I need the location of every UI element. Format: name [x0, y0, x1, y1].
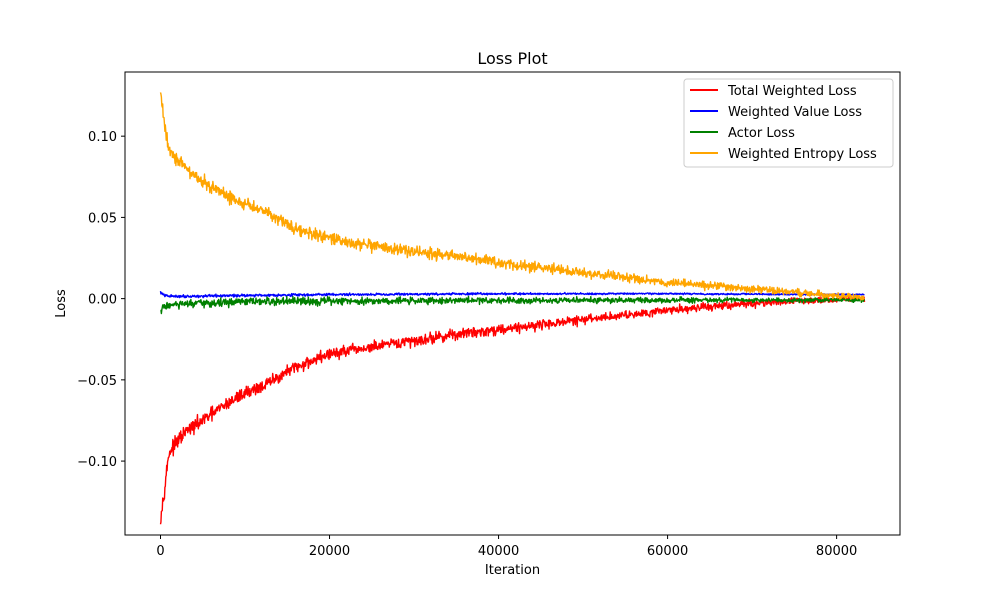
y-tick-label: 0.00: [88, 293, 117, 308]
x-axis: 0 20000 40000 60000 80000: [156, 535, 857, 559]
series-line-1: [159, 291, 865, 299]
series-line-2: [160, 295, 866, 315]
legend: Total Weighted Loss Weighted Value Loss Ac…: [683, 78, 894, 168]
x-tick-label: 60000: [647, 544, 688, 559]
y-axis: −0.10 −0.05 0.00 0.05 0.10: [77, 130, 125, 470]
y-tick-label: 0.10: [88, 130, 117, 145]
legend-label: Weighted Entropy Loss: [728, 147, 877, 162]
x-tick-label: 20000: [309, 544, 350, 559]
chart-title: Loss Plot: [477, 49, 547, 68]
x-tick-label: 0: [156, 544, 164, 559]
legend-label: Actor Loss: [728, 126, 795, 141]
series-line-3: [159, 92, 865, 301]
y-axis-label: Loss: [54, 289, 69, 318]
plot-frame: [124, 71, 901, 536]
series-layer: [159, 92, 866, 525]
x-tick-label: 40000: [478, 544, 519, 559]
legend-box: [683, 78, 894, 168]
x-axis-label: Iteration: [485, 563, 540, 578]
x-tick-label: 80000: [816, 544, 857, 559]
y-tick-label: 0.05: [88, 211, 117, 226]
y-tick-label: −0.10: [77, 455, 117, 470]
legend-label: Total Weighted Loss: [727, 84, 857, 99]
legend-label: Weighted Value Loss: [728, 105, 862, 120]
series-line-0: [159, 295, 866, 525]
y-tick-label: −0.05: [77, 374, 117, 389]
